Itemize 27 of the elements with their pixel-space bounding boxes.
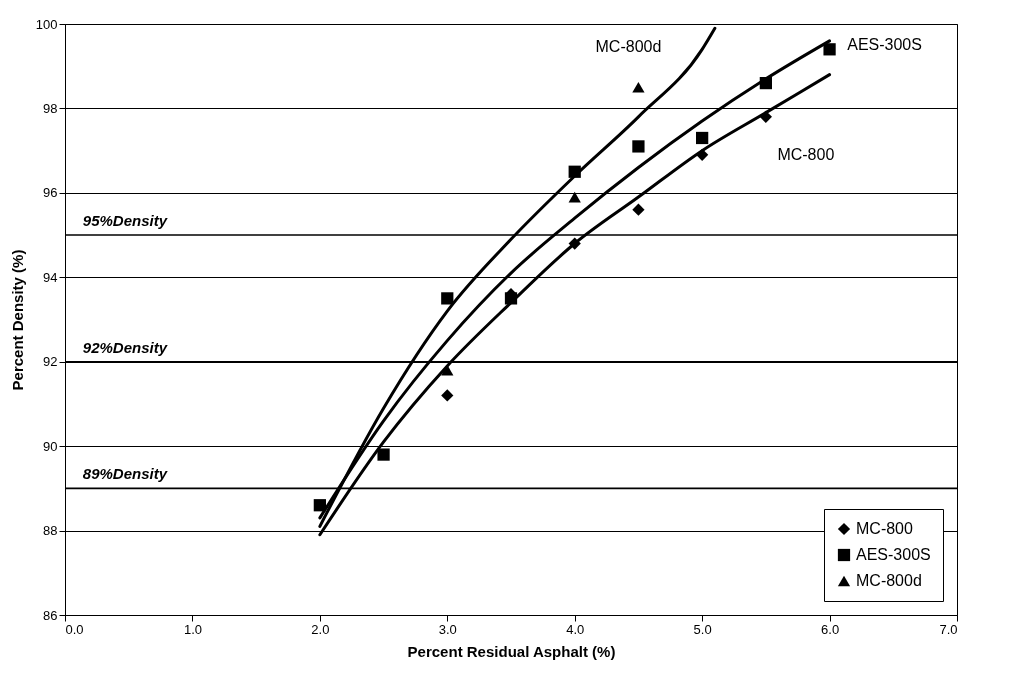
annotation: AES-300S xyxy=(847,36,922,54)
x-tick-label: 6.0 xyxy=(821,621,840,637)
legend-label: MC-800 xyxy=(856,520,914,537)
y-tick-label: 98 xyxy=(43,100,58,116)
x-tick-label: 1.0 xyxy=(183,621,202,637)
annotation: MC-800 xyxy=(777,145,835,163)
x-axis-title: Percent Residual Asphalt (%) xyxy=(407,642,616,660)
y-tick-label: 92 xyxy=(43,354,58,370)
y-tick-label: 94 xyxy=(43,269,58,285)
ref-line-label: 89%Density xyxy=(82,465,168,483)
x-tick-label: 7.0 xyxy=(939,621,958,637)
x-tick-label: 4.0 xyxy=(566,621,585,637)
x-tick-label: 2.0 xyxy=(311,621,330,637)
y-axis-title: Percent Density (%) xyxy=(8,249,26,391)
y-tick-label: 86 xyxy=(43,607,58,623)
x-tick-label: 3.0 xyxy=(438,621,457,637)
x-tick-label: 0.0 xyxy=(65,621,84,637)
ref-line-label: 92%Density xyxy=(82,338,168,356)
legend-label: AES-300S xyxy=(856,546,931,563)
ref-line-label: 95%Density xyxy=(82,212,168,230)
legend-label: MC-800d xyxy=(856,572,922,589)
y-tick-label: 90 xyxy=(43,438,58,454)
y-tick-label: 100 xyxy=(35,16,58,32)
y-tick-label: 96 xyxy=(43,185,58,201)
y-tick-label: 88 xyxy=(43,523,58,539)
annotation: MC-800d xyxy=(595,38,662,56)
x-tick-label: 5.0 xyxy=(693,621,712,637)
